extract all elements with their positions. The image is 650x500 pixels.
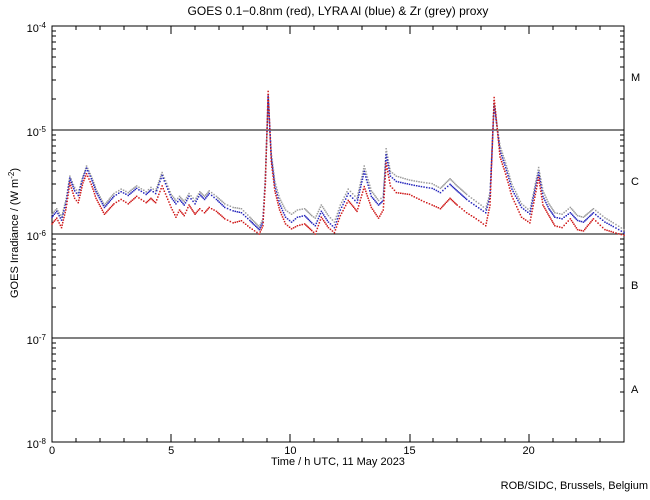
y-axis-title-exponent: -2 [7, 171, 16, 179]
x-tick-label: 20 [522, 445, 535, 457]
y-axis-ticks [52, 30, 624, 412]
flare-class-label-a: A [631, 384, 639, 396]
flare-class-label-b: B [631, 280, 639, 292]
chart-title: GOES 0.1−0.8nm (red), LYRA Al (blue) & Z… [187, 4, 489, 18]
x-tick-label: 10 [284, 445, 297, 457]
series-goes-0-1-0-8nm [51, 90, 625, 237]
y-tick-label: 10-4 [26, 21, 46, 35]
y-tick-label: 10-8 [26, 437, 46, 451]
class-boundary-lines [52, 129, 624, 339]
y-tick-label: 10-6 [26, 229, 46, 243]
series-lyra-al-proxy [51, 95, 625, 234]
series-lyra-zr-proxy [51, 97, 625, 231]
credit-text: ROB/SIDC, Brussels, Belgium [500, 480, 648, 492]
y-tick-label: 10-5 [26, 125, 46, 139]
x-axis-title: Time / h UTC, 11 May 2023 [271, 456, 405, 468]
flare-class-label-c: C [631, 176, 639, 188]
flare-class-label-m: M [631, 72, 641, 84]
x-tick-label: 5 [168, 445, 175, 457]
x-axis-ticks [51, 26, 625, 442]
y-tick-label: 10-7 [26, 333, 46, 347]
x-tick-label: 15 [403, 445, 416, 457]
x-tick-label: 0 [48, 445, 56, 457]
y-axis-title-close: ) [9, 168, 21, 172]
